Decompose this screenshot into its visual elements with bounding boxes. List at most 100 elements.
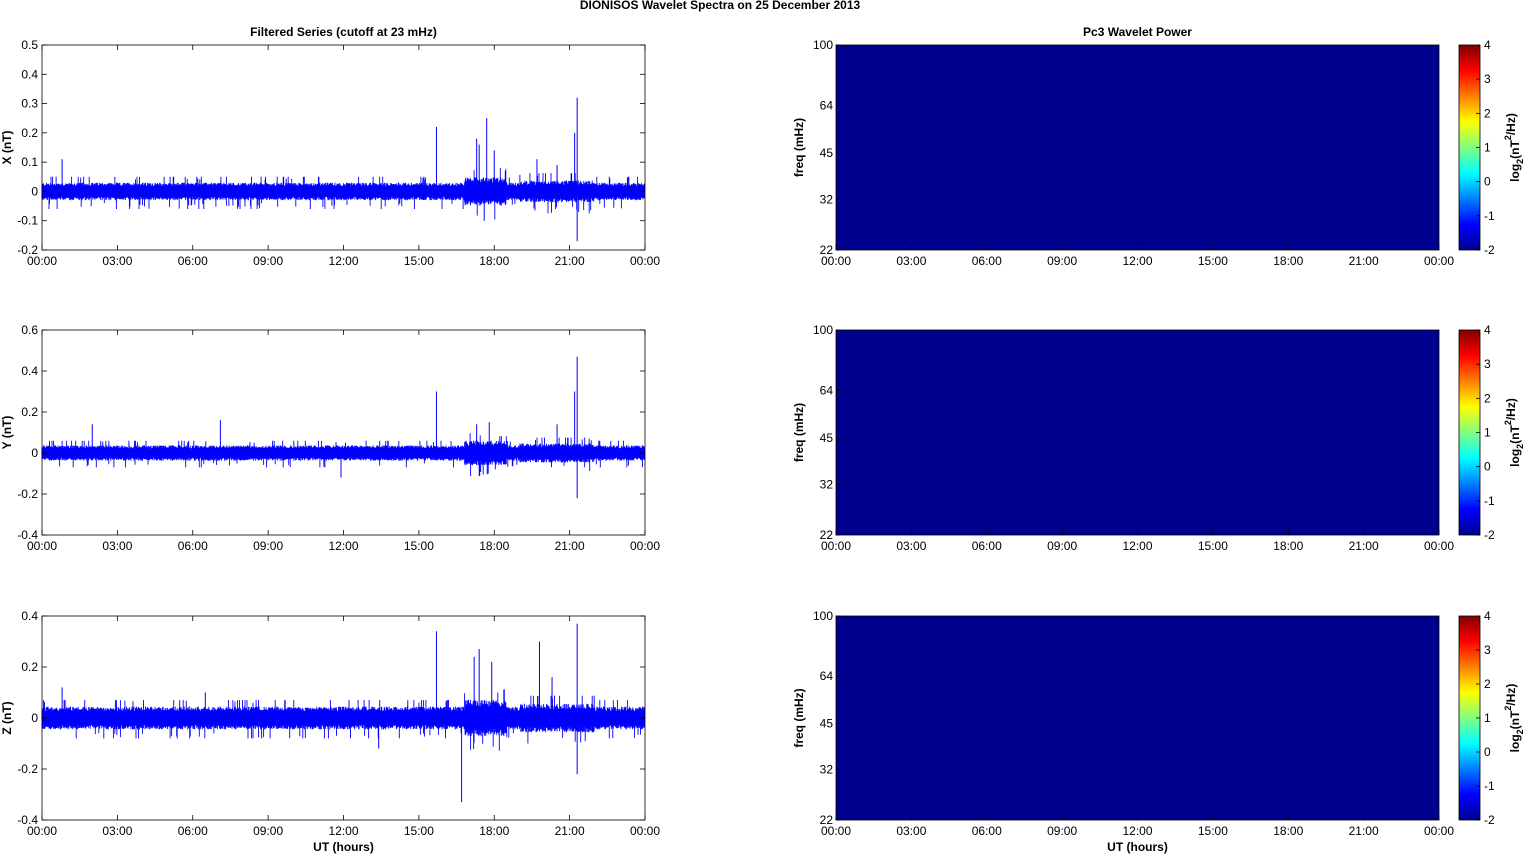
x-tick-label: 18:00 (479, 824, 509, 838)
colorbar-tick-label: -2 (1484, 813, 1495, 827)
x-tick-label: 00:00 (27, 539, 57, 553)
y-tick-label: 64 (820, 669, 834, 683)
x-tick-label: 18:00 (1273, 539, 1303, 553)
x-tick-label: 00:00 (27, 254, 57, 268)
x-tick-label: 00:00 (821, 254, 851, 268)
x-tick-label: 15:00 (1198, 254, 1228, 268)
colorbar-tick-label: 0 (1484, 745, 1491, 759)
colorbar-tick-label: 4 (1484, 323, 1491, 337)
x-tick-label: 21:00 (1349, 254, 1379, 268)
y-tick-label: 0.5 (21, 38, 38, 52)
x-tick-label: 15:00 (404, 254, 434, 268)
colorbar-label: log2(nT2/Hz) (1503, 398, 1525, 467)
x-tick-label: 00:00 (1424, 254, 1454, 268)
colorbar-tick-label: -1 (1484, 209, 1495, 223)
y-tick-label: 32 (820, 477, 834, 491)
x-tick-label: 00:00 (630, 539, 660, 553)
x-tick-label: 00:00 (27, 824, 57, 838)
x-tick-label: 09:00 (253, 539, 283, 553)
y-tick-label: -0.2 (17, 487, 38, 501)
y-tick-label: 22 (820, 243, 834, 257)
colorbar-label: log2(nT2/Hz) (1503, 113, 1525, 182)
spectrogram-image (835, 329, 1440, 536)
x-tick-label: 09:00 (253, 254, 283, 268)
x-tick-label: 12:00 (1122, 539, 1152, 553)
y-tick-label: 32 (820, 763, 834, 777)
x-tick-label: 06:00 (178, 539, 208, 553)
colorbar-tick-label: -2 (1484, 528, 1495, 542)
x-tick-label: 12:00 (1122, 254, 1152, 268)
y-tick-label: 45 (820, 431, 834, 445)
colorbar-tick-label: 2 (1484, 391, 1491, 405)
x-tick-label: 03:00 (102, 539, 132, 553)
y-tick-label: -0.2 (17, 762, 38, 776)
colorbar-tick-label: -1 (1484, 494, 1495, 508)
x-tick-label: 12:00 (1122, 824, 1152, 838)
colorbar-tick-label: -2 (1484, 243, 1495, 257)
x-tick-label: 09:00 (1047, 824, 1077, 838)
y-tick-label: 0.4 (21, 67, 38, 81)
x-tick-label: 03:00 (896, 254, 926, 268)
colorbar-tick-label: 3 (1484, 357, 1491, 371)
y-tick-label: 45 (820, 717, 834, 731)
y-tick-label: 0.1 (21, 155, 38, 169)
y-axis-label: freq (mHz) (792, 688, 806, 747)
y-tick-label: 22 (820, 528, 834, 542)
x-tick-label: 18:00 (479, 254, 509, 268)
x-tick-label: 06:00 (972, 824, 1002, 838)
x-tick-label: 00:00 (630, 254, 660, 268)
x-tick-label: 21:00 (555, 824, 585, 838)
colorbar-tick-label: 1 (1484, 711, 1491, 725)
colorbar-tick-label: 0 (1484, 460, 1491, 474)
x-tick-label: 15:00 (404, 539, 434, 553)
x-tick-label: 21:00 (1349, 824, 1379, 838)
x-tick-label: 00:00 (1424, 539, 1454, 553)
x-tick-label: 00:00 (821, 824, 851, 838)
panel-title: Pc3 Wavelet Power (1083, 25, 1192, 39)
x-axis-label: UT (hours) (1107, 840, 1168, 854)
colorbar-label: log2(nT2/Hz) (1503, 684, 1525, 753)
series-panel-1: -0.2 -0.1 0 0.1 0.2 0.3 0.4 0.5 00:00 03:00 06:00 0… (0, 25, 660, 268)
colorbar: 4 3 2 1 0 -1 -2 log2(nT2/Hz) (1458, 38, 1525, 257)
x-tick-label: 21:00 (1349, 539, 1379, 553)
colorbar-tick-label: 4 (1484, 609, 1491, 623)
x-tick-label: 15:00 (1198, 824, 1228, 838)
x-tick-label: 06:00 (972, 539, 1002, 553)
x-tick-label: 00:00 (1424, 824, 1454, 838)
colorbar: 4 3 2 1 0 -1 -2 log2(nT2/Hz) (1458, 323, 1525, 542)
colorbar-tick-label: 1 (1484, 426, 1491, 440)
plot-area (42, 330, 645, 535)
spectrogram-image (835, 44, 1440, 251)
y-tick-label: 0.2 (21, 405, 38, 419)
x-tick-label: 03:00 (102, 824, 132, 838)
figure-title: DIONISOS Wavelet Spectra on 25 December … (580, 0, 861, 12)
colorbar-tick-label: 3 (1484, 643, 1491, 657)
y-tick-label: 0.2 (21, 660, 38, 674)
y-tick-label: 0.2 (21, 126, 38, 140)
y-tick-label: -0.4 (17, 813, 38, 827)
colorbar-tick-label: 2 (1484, 106, 1491, 120)
series-panel-3: -0.4 -0.2 0 0.2 0.4 00:00 03:00 06:00 09:00 12:00… (0, 609, 660, 854)
spectrogram-image (835, 615, 1440, 821)
x-tick-label: 00:00 (630, 824, 660, 838)
x-tick-label: 09:00 (1047, 254, 1077, 268)
x-tick-label: 09:00 (253, 824, 283, 838)
colorbar: 4 3 2 1 0 -1 -2 log2(nT2/Hz) (1458, 609, 1525, 827)
colorbar-tick-label: 0 (1484, 175, 1491, 189)
y-tick-label: 0.4 (21, 609, 38, 623)
y-tick-label: 100 (813, 609, 833, 623)
y-axis-label: freq (mHz) (792, 403, 806, 462)
y-tick-label: 64 (820, 98, 834, 112)
x-tick-label: 00:00 (821, 539, 851, 553)
x-tick-label: 12:00 (328, 254, 358, 268)
y-tick-label: 100 (813, 38, 833, 52)
x-tick-label: 06:00 (972, 254, 1002, 268)
y-axis-label: freq (mHz) (792, 118, 806, 177)
y-axis-label: X (nT) (0, 131, 14, 165)
colorbar-tick-label: 1 (1484, 141, 1491, 155)
colorbar-tick-label: 4 (1484, 38, 1491, 52)
colorbar-tick-label: 2 (1484, 677, 1491, 691)
colorbar-tick-label: 3 (1484, 72, 1491, 86)
